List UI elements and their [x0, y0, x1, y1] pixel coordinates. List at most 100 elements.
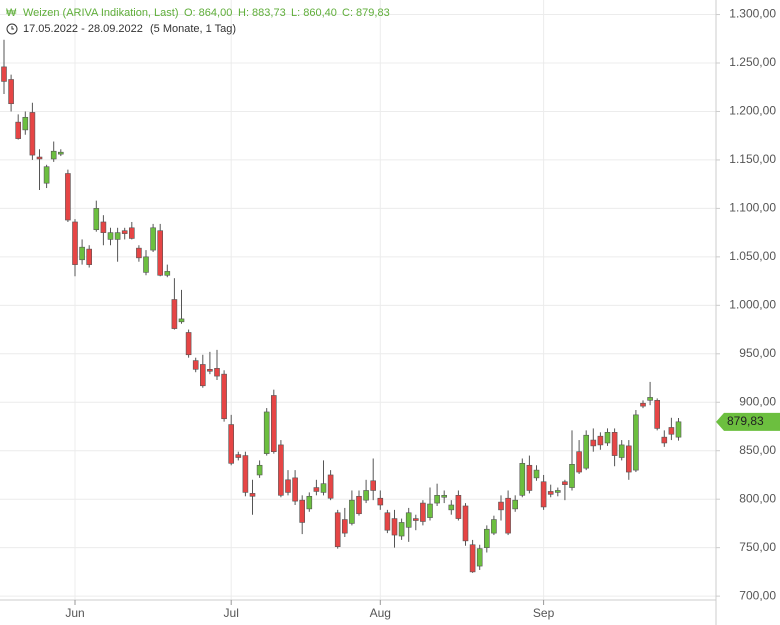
candle-body [171, 299, 178, 329]
candle-body [377, 497, 384, 506]
candle-body [448, 504, 455, 511]
candle-body [299, 499, 306, 523]
candle-body [491, 519, 497, 534]
candle-body [476, 548, 483, 567]
chart-title: Weizen (ARIVA Indikation, Last) [23, 7, 179, 19]
y-tick-label: 750,00 [739, 540, 776, 554]
candle-body [334, 512, 341, 547]
candle-body [313, 487, 320, 492]
candle-body [512, 499, 519, 510]
candle-body [469, 544, 476, 573]
candle-body [668, 427, 675, 435]
candle-body [164, 271, 171, 276]
last-price-label: 879,83 [727, 414, 764, 428]
candle-body [136, 247, 142, 259]
candle-body [618, 444, 625, 458]
candle-body [292, 477, 298, 502]
x-tick-label: Sep [533, 606, 555, 620]
y-tick-label: 1.100,00 [729, 201, 776, 215]
candle-body [569, 463, 575, 488]
ohlc-low: L: 860,40 [291, 7, 337, 19]
candle-body [86, 248, 92, 265]
y-tick-label: 1.050,00 [729, 249, 776, 263]
candle-body [483, 528, 490, 548]
ohlc-close: C: 879,83 [342, 7, 390, 19]
candle-body [79, 246, 85, 261]
candle-body [583, 434, 590, 469]
candle-body [249, 493, 256, 497]
candle-body [100, 221, 107, 233]
candle-body [43, 166, 50, 184]
candle-body [8, 79, 14, 105]
candle-body [214, 368, 220, 377]
clock-hand [11, 26, 14, 30]
candle-body [526, 464, 533, 491]
candle-body [72, 221, 78, 265]
candle-body [640, 402, 646, 407]
candle-body [554, 490, 561, 493]
candle-body [370, 480, 377, 491]
candle-body [107, 232, 114, 240]
candle-body [270, 395, 277, 452]
candle-body [647, 397, 653, 401]
candle-body [29, 112, 36, 156]
candle-body [625, 445, 632, 473]
candle-body [57, 151, 64, 155]
x-tick-label: Aug [370, 606, 391, 620]
candle-body [327, 474, 334, 499]
period: 17.05.2022 - 28.09.2022 [23, 23, 143, 35]
candle-body [562, 481, 568, 485]
clock-icon [6, 23, 18, 35]
ohlc-high: H: 883,73 [238, 7, 286, 19]
candle-body [278, 444, 284, 496]
candle-body [384, 512, 391, 531]
candle-body [150, 227, 156, 251]
candle-body [157, 230, 163, 276]
candle-body [597, 435, 604, 446]
candle-body [263, 411, 270, 454]
y-tick-label: 1.000,00 [729, 298, 776, 312]
candle-body [547, 491, 554, 495]
candle-body [256, 464, 263, 476]
candle-body [420, 502, 426, 522]
y-tick-label: 900,00 [739, 394, 776, 408]
candle-body [22, 116, 29, 131]
candle-body [349, 499, 355, 524]
candle-body [661, 436, 668, 444]
candle-body [654, 400, 661, 429]
candle-body [242, 455, 249, 493]
candle-body [356, 495, 362, 515]
candle-body [114, 232, 121, 240]
candle-body [129, 227, 135, 239]
candle-body [235, 454, 242, 458]
y-tick-label: 1.200,00 [729, 104, 776, 118]
ohlc-open: O: 864,00 [184, 7, 232, 19]
header: ₩ Weizen (ARIVA Indikation, Last) O: 864… [6, 7, 390, 35]
candle-body [306, 495, 313, 510]
candle-body [533, 469, 540, 479]
candle-body [391, 518, 398, 536]
candle-body [604, 432, 611, 444]
candle-body [341, 519, 348, 534]
candle-body [434, 495, 440, 504]
candle-body [36, 156, 43, 160]
candles [1, 39, 682, 573]
y-tick-label: 950,00 [739, 346, 776, 360]
y-tick-label: 1.150,00 [729, 152, 776, 166]
candle-body [505, 497, 511, 534]
candle-body [398, 522, 405, 537]
candle-body [221, 373, 227, 420]
candle-body [200, 364, 206, 387]
candle-body [455, 495, 462, 519]
candle-body [93, 208, 100, 231]
x-tick-label: Jun [65, 606, 84, 620]
candle-body [228, 424, 234, 464]
candle-body [15, 121, 21, 139]
y-tick-label: 850,00 [739, 443, 776, 457]
candle-body [65, 173, 71, 221]
y-tick-label: 1.300,00 [729, 7, 776, 21]
candle-body [675, 421, 682, 438]
candle-body [633, 414, 639, 471]
